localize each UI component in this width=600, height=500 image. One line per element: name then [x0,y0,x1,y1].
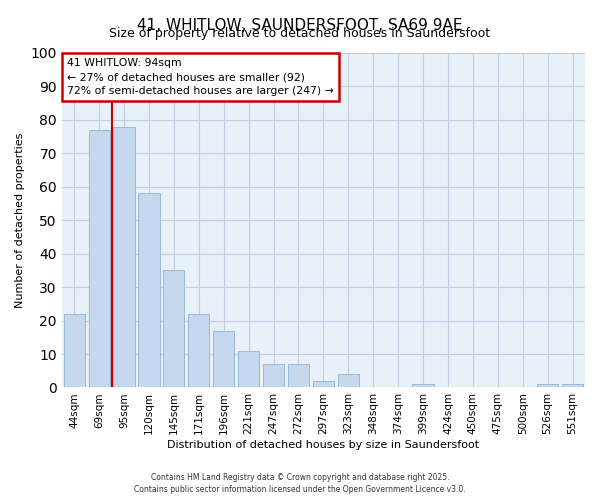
Text: 41, WHITLOW, SAUNDERSFOOT, SA69 9AE: 41, WHITLOW, SAUNDERSFOOT, SA69 9AE [137,18,463,32]
Bar [89,130,110,388]
Bar [313,381,334,388]
Bar [188,314,209,388]
Bar [163,270,184,388]
Bar [412,384,434,388]
Text: Contains HM Land Registry data © Crown copyright and database right 2025.
Contai: Contains HM Land Registry data © Crown c… [134,472,466,494]
X-axis label: Distribution of detached houses by size in Saundersfoot: Distribution of detached houses by size … [167,440,479,450]
Bar [263,364,284,388]
Bar [288,364,309,388]
Bar [238,350,259,388]
Bar [338,374,359,388]
Bar [562,384,583,388]
Bar [64,314,85,388]
Y-axis label: Number of detached properties: Number of detached properties [15,132,25,308]
Bar [113,126,134,388]
Text: Size of property relative to detached houses in Saundersfoot: Size of property relative to detached ho… [109,28,491,40]
Bar [537,384,558,388]
Bar [139,194,160,388]
Bar [213,330,235,388]
Text: 41 WHITLOW: 94sqm
← 27% of detached houses are smaller (92)
72% of semi-detached: 41 WHITLOW: 94sqm ← 27% of detached hous… [67,58,334,96]
